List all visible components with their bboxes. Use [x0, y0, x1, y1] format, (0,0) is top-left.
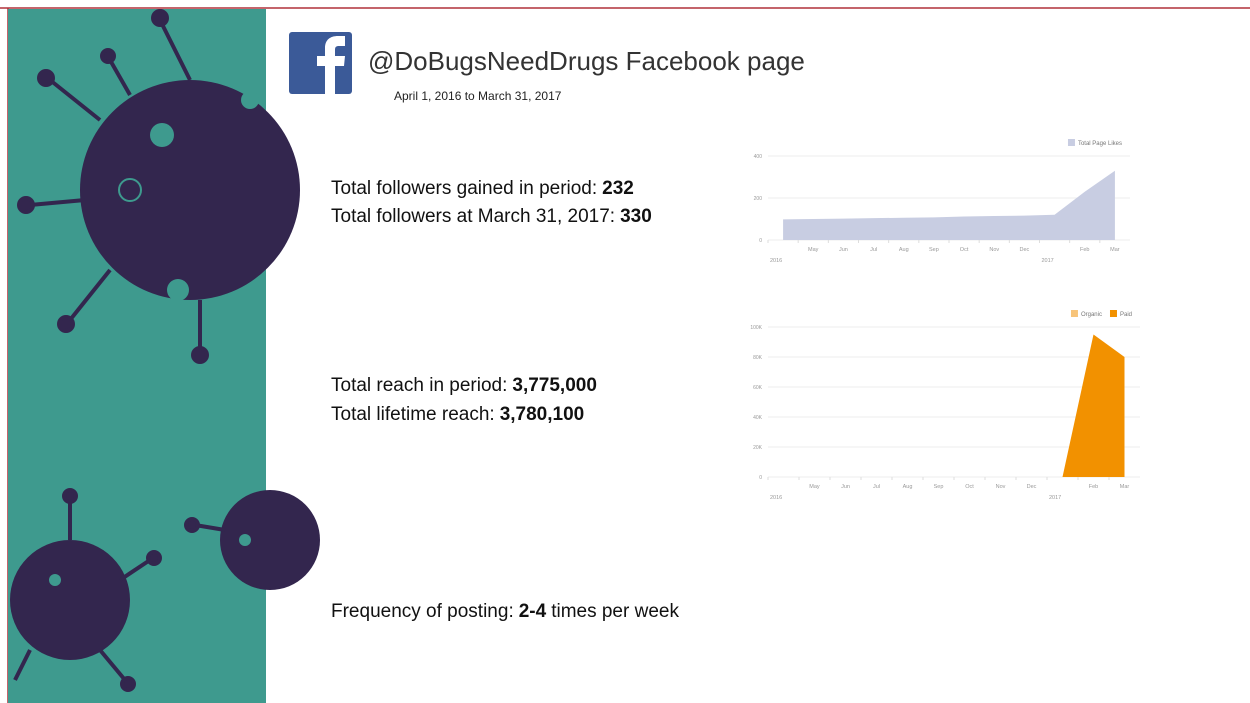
x-tick-label: Oct	[960, 247, 969, 253]
stat-value: 330	[620, 206, 652, 227]
stat-label: Total lifetime reach:	[331, 404, 495, 425]
x-tick-label: Dec	[1020, 247, 1030, 253]
x-tick-label: Dec	[1027, 484, 1037, 490]
x-tick-label: Nov	[989, 247, 999, 253]
stat-value: 3,780,100	[499, 404, 585, 425]
x-tick-label: Aug	[899, 247, 909, 253]
x-tick-label: Nov	[996, 484, 1006, 490]
x-tick-label: Sep	[929, 247, 939, 253]
y-tick-label: 80K	[753, 355, 763, 361]
x-tick-label: Jul	[873, 484, 880, 490]
legend-label: Total Page Likes	[1078, 141, 1122, 147]
area	[783, 334, 1125, 477]
legend-swatch	[1109, 310, 1117, 317]
stat-line: Total reach in period: 3,775,000	[331, 375, 597, 397]
x-tick-label: Aug	[903, 484, 913, 490]
date-range: April 1, 2016 to March 31, 2017	[394, 89, 562, 103]
x-tick-label: Sep	[934, 484, 944, 490]
x-tick-label: Jul	[870, 247, 877, 253]
legend-swatch	[1070, 310, 1078, 317]
page-title: @DoBugsNeedDrugs Facebook page	[368, 46, 805, 76]
x-tick-label: Jun	[839, 247, 848, 253]
x-tick-label: Jun	[841, 484, 850, 490]
x-tick-label: Feb	[1089, 484, 1098, 490]
virus-spots	[49, 91, 259, 586]
stat-value: 3,775,000	[512, 375, 597, 396]
x-tick-label: Feb	[1080, 247, 1089, 253]
frequency-value: 2-4	[518, 601, 547, 622]
stat-line: Total followers at March 31, 2017: 330	[331, 206, 652, 228]
x-tick-label: Mar	[1120, 484, 1130, 490]
y-tick-label: 0	[759, 475, 762, 481]
x-tick-label: Mar	[1110, 247, 1120, 253]
frequency-label: Frequency of posting:	[331, 601, 514, 622]
y-tick-label: 60K	[753, 385, 763, 391]
stat-label: Total followers at March 31, 2017:	[331, 206, 616, 227]
year-label: 2016	[770, 258, 782, 264]
stat-value: 232	[602, 178, 634, 199]
x-tick-label: May	[808, 247, 819, 253]
virus-ring	[118, 178, 142, 202]
year-label: 2017	[1049, 495, 1061, 501]
y-tick-label: 100K	[750, 325, 762, 331]
year-label: 2017	[1042, 258, 1054, 264]
year-label: 2016	[770, 495, 782, 501]
legend-swatch	[1067, 139, 1075, 146]
frequency-line: Frequency of posting: 2-4 times per week	[331, 601, 679, 623]
y-tick-label: 40K	[753, 415, 763, 421]
stat-label: Total reach in period:	[331, 375, 508, 396]
y-tick-label: 0	[759, 238, 762, 244]
stat-line: Total followers gained in period: 232	[331, 178, 634, 200]
virus-decor	[10, 9, 320, 692]
frequency-suffix: times per week	[551, 601, 679, 622]
area	[783, 170, 1115, 240]
y-tick-label: 400	[754, 154, 763, 160]
stat-line: Total lifetime reach: 3,780,100	[331, 404, 584, 426]
y-tick-label: 200	[754, 196, 763, 202]
x-tick-label: Oct	[965, 484, 974, 490]
legend-label: Paid	[1120, 312, 1132, 318]
legend-label: Organic	[1081, 312, 1102, 318]
x-tick-label: May	[809, 484, 820, 490]
stat-label: Total followers gained in period:	[331, 178, 598, 199]
y-tick-label: 20K	[753, 445, 763, 451]
facebook-f	[317, 36, 345, 94]
